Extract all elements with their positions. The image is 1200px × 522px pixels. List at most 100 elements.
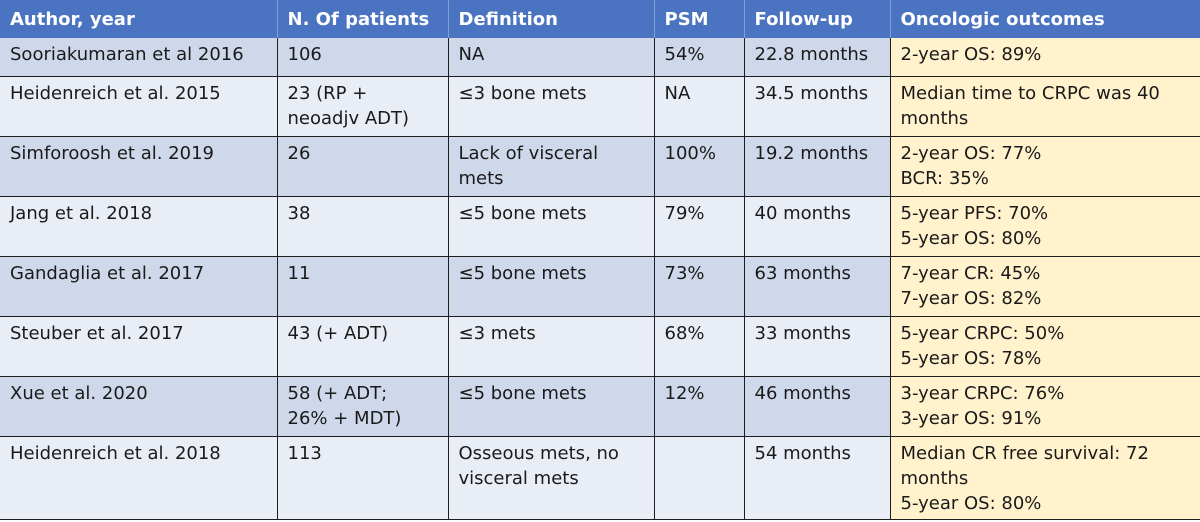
cell-follow-up: 54 months	[744, 436, 891, 520]
cell-text: Heidenreich et al. 2018	[10, 443, 221, 464]
cell-follow-up: 34.5 months	[744, 76, 891, 137]
cell-text: Jang et al. 2018	[10, 203, 153, 224]
cell-psm: 12%	[654, 376, 745, 437]
table-row: Heidenreich et al. 2018 113 Osseous mets…	[0, 436, 1200, 520]
cell-psm: 79%	[654, 196, 745, 257]
cell-text: Median time to CRPC was 40	[900, 83, 1160, 104]
cell-text: Sooriakumaran et al 2016	[10, 44, 244, 65]
cell-text: 5-year PFS: 70%	[900, 203, 1049, 224]
cell-text: 46 months	[754, 383, 851, 404]
cell-text: 79%	[664, 203, 705, 224]
cell-text: Steuber et al. 2017	[10, 323, 184, 344]
cell-psm: NA	[654, 76, 745, 137]
cell-text: 7-year CR: 45%	[900, 263, 1041, 284]
cell-outcomes: 5-year PFS: 70% 5-year OS: 80%	[889, 196, 1200, 257]
cell-patients: 113	[277, 436, 449, 520]
cell-psm: 73%	[654, 256, 745, 317]
cell-text: 43 (+ ADT)	[287, 323, 389, 344]
cell-text: mets	[458, 168, 504, 189]
table-row: Simforoosh et al. 2019 26 Lack of viscer…	[0, 136, 1200, 197]
cell-outcomes: 3-year CRPC: 76% 3-year OS: 91%	[889, 376, 1200, 437]
cell-text: ≤3 bone mets	[458, 83, 587, 104]
cell-text: ≤5 bone mets	[458, 383, 587, 404]
cell-text: months	[900, 108, 969, 129]
cell-follow-up: 63 months	[744, 256, 891, 317]
cell-text: 2-year OS: 89%	[900, 44, 1042, 65]
cell-author: Steuber et al. 2017	[0, 316, 278, 377]
table-row: Gandaglia et al. 2017 11 ≤5 bone mets 73…	[0, 256, 1200, 317]
cell-text: ≤5 bone mets	[458, 203, 587, 224]
cell-text: 34.5 months	[754, 83, 869, 104]
cell-author: Heidenreich et al. 2015	[0, 76, 278, 137]
header-author-year: Author, year	[0, 0, 278, 38]
cell-text: months	[900, 468, 969, 489]
cell-text: 5-year OS: 78%	[900, 348, 1042, 369]
table-row: Steuber et al. 2017 43 (+ ADT) ≤3 mets 6…	[0, 316, 1200, 377]
cell-patients: 38	[277, 196, 449, 257]
cell-text: 22.8 months	[754, 44, 869, 65]
cell-text: 113	[287, 443, 322, 464]
cell-text: 3-year OS: 91%	[900, 408, 1042, 429]
table-row: Sooriakumaran et al 2016 106 NA 54% 22.8…	[0, 38, 1200, 77]
cell-text: ≤3 mets	[458, 323, 536, 344]
cell-text: 11	[287, 263, 311, 284]
cell-text: 63 months	[754, 263, 851, 284]
cell-author: Gandaglia et al. 2017	[0, 256, 278, 317]
cell-outcomes: Median CR free survival: 72 months 5-year …	[889, 436, 1200, 520]
cell-text: 3-year CRPC: 76%	[900, 383, 1065, 404]
cell-text: 54 months	[754, 443, 851, 464]
cell-patients: 43 (+ ADT)	[277, 316, 449, 377]
header-patients: N. Of patients	[277, 0, 449, 38]
cell-text: NA	[458, 44, 485, 65]
cell-author: Jang et al. 2018	[0, 196, 278, 257]
cell-text: Heidenreich et al. 2015	[10, 83, 221, 104]
cell-text: Xue et al. 2020	[10, 383, 148, 404]
cell-outcomes: 5-year CRPC: 50% 5-year OS: 78%	[889, 316, 1200, 377]
cell-psm: 54%	[654, 38, 745, 77]
cell-text: 58 (+ ADT;	[287, 383, 388, 404]
cell-text: Simforoosh et al. 2019	[10, 143, 214, 164]
cell-text: 5-year CRPC: 50%	[900, 323, 1065, 344]
cell-text: 2-year OS: 77%	[900, 143, 1042, 164]
cell-definition: NA	[448, 38, 655, 77]
cell-psm: 100%	[654, 136, 745, 197]
header-follow-up: Follow-up	[744, 0, 891, 38]
cell-text: 100%	[664, 143, 716, 164]
cell-definition: ≤3 bone mets	[448, 76, 655, 137]
cell-text: BCR: 35%	[900, 168, 989, 189]
cell-text: 33 months	[754, 323, 851, 344]
cell-patients: 106	[277, 38, 449, 77]
header-definition: Definition	[448, 0, 655, 38]
cell-follow-up: 22.8 months	[744, 38, 891, 77]
cell-psm: 68%	[654, 316, 745, 377]
cell-text: Lack of visceral	[458, 143, 599, 164]
cell-follow-up: 40 months	[744, 196, 891, 257]
cell-patients: 58 (+ ADT; 26% + MDT)	[277, 376, 449, 437]
cell-text: 68%	[664, 323, 705, 344]
table-row: Jang et al. 2018 38 ≤5 bone mets 79% 40 …	[0, 196, 1200, 257]
cell-text: 40 months	[754, 203, 851, 224]
table-row: Heidenreich et al. 2015 23 (RP + neoadjv …	[0, 76, 1200, 137]
cell-definition: ≤5 bone mets	[448, 256, 655, 317]
cell-text: 5-year OS: 80%	[900, 228, 1042, 249]
header-psm: PSM	[654, 0, 745, 38]
cell-text: 54%	[664, 44, 705, 65]
cell-text: 23 (RP +	[287, 83, 368, 104]
cell-text: 5-year OS: 80%	[900, 493, 1042, 514]
cell-patients: 23 (RP + neoadjv ADT)	[277, 76, 449, 137]
cell-text: 7-year OS: 82%	[900, 288, 1042, 309]
cell-definition: Lack of visceral mets	[448, 136, 655, 197]
cell-text: 19.2 months	[754, 143, 869, 164]
cell-text: ≤5 bone mets	[458, 263, 587, 284]
cell-follow-up: 46 months	[744, 376, 891, 437]
cell-definition: ≤5 bone mets	[448, 376, 655, 437]
cell-text: NA	[664, 83, 691, 104]
cell-text: visceral mets	[458, 468, 579, 489]
cell-text: 12%	[664, 383, 705, 404]
cell-text: Gandaglia et al. 2017	[10, 263, 205, 284]
cell-patients: 11	[277, 256, 449, 317]
cell-definition: Osseous mets, no visceral mets	[448, 436, 655, 520]
cell-text: 26	[287, 143, 311, 164]
cell-author: Sooriakumaran et al 2016	[0, 38, 278, 77]
table-row: Xue et al. 2020 58 (+ ADT; 26% + MDT) ≤5 …	[0, 376, 1200, 437]
